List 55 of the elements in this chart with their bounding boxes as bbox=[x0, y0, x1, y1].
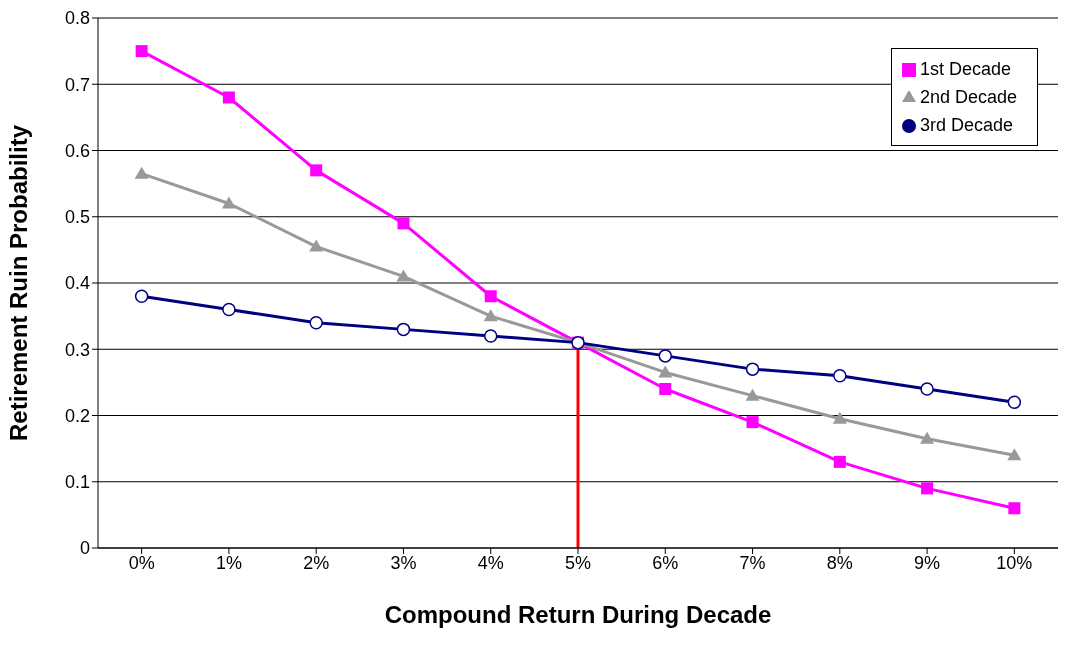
point bbox=[135, 45, 148, 58]
point bbox=[832, 411, 847, 424]
y-axis-title: Retirement Ruin Probability bbox=[4, 124, 32, 442]
y-tick-label: 0.4 bbox=[64, 273, 90, 294]
point bbox=[1007, 448, 1022, 461]
point bbox=[309, 316, 323, 330]
x-tick-label: 2% bbox=[303, 552, 330, 573]
x-tick-label: 3% bbox=[390, 552, 417, 573]
point bbox=[833, 369, 847, 383]
x-tick-label: 7% bbox=[739, 552, 766, 573]
point bbox=[745, 362, 760, 376]
x-tick-label: 8% bbox=[826, 552, 853, 573]
point bbox=[396, 322, 411, 337]
point bbox=[222, 91, 235, 104]
point bbox=[134, 289, 149, 303]
y-tick-label: 0 bbox=[79, 538, 90, 559]
y-tick-label: 0.6 bbox=[64, 140, 90, 161]
point bbox=[134, 166, 149, 179]
legend-label: 1st Decade bbox=[919, 59, 1011, 79]
legend-label: 3rd Decade bbox=[919, 115, 1013, 135]
point bbox=[659, 383, 672, 395]
point bbox=[221, 196, 236, 209]
point bbox=[396, 269, 411, 282]
point bbox=[483, 329, 498, 343]
x-axis-title: Compound Return During Decade bbox=[384, 601, 772, 628]
point bbox=[1008, 502, 1021, 515]
point bbox=[920, 431, 935, 444]
point bbox=[397, 217, 410, 230]
point bbox=[921, 482, 934, 495]
x-tick-label: 0% bbox=[128, 552, 155, 573]
point bbox=[309, 239, 324, 252]
y-tick-label: 0.7 bbox=[64, 74, 90, 95]
point bbox=[920, 382, 934, 396]
x-tick-label: 1% bbox=[215, 552, 242, 573]
x-tick-label: 4% bbox=[477, 552, 504, 573]
x-tick-label: 5% bbox=[564, 552, 592, 573]
y-tick-label: 0.8 bbox=[64, 8, 90, 29]
point bbox=[483, 309, 498, 322]
point bbox=[484, 290, 497, 303]
y-tick-label: 0.2 bbox=[64, 405, 90, 426]
y-tick-label: 0.3 bbox=[64, 339, 90, 360]
point bbox=[1007, 395, 1022, 409]
point bbox=[310, 164, 323, 177]
point bbox=[658, 365, 673, 378]
x-tick-label: 9% bbox=[914, 552, 941, 573]
point bbox=[746, 416, 759, 429]
x-tick-label: 10% bbox=[996, 552, 1033, 573]
y-tick-label: 0.1 bbox=[64, 472, 90, 493]
legend-label: 2nd Decade bbox=[919, 87, 1017, 107]
point bbox=[658, 349, 673, 363]
point bbox=[745, 388, 760, 401]
point bbox=[222, 302, 236, 317]
point bbox=[833, 455, 846, 468]
y-tick-label: 0.5 bbox=[64, 207, 90, 228]
x-tick-label: 6% bbox=[652, 552, 679, 573]
